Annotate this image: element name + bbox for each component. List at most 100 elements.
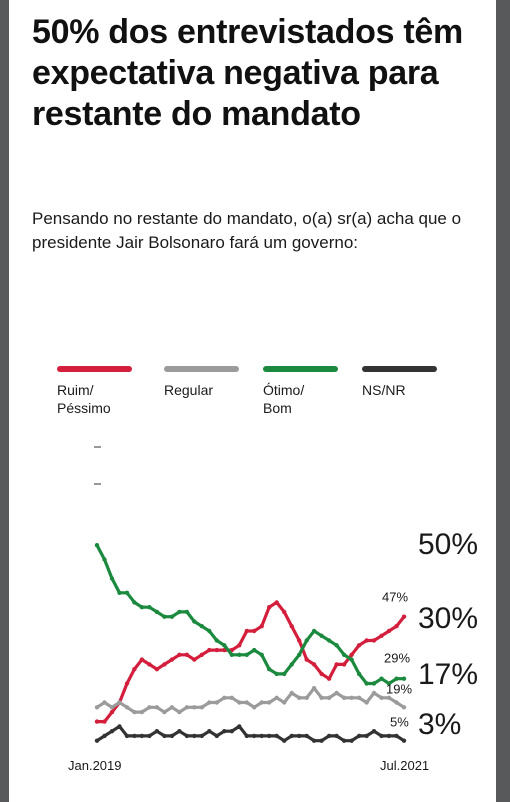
data-point-otimo-bom <box>282 671 287 677</box>
legend-swatch-ruim-pessimo <box>57 366 132 372</box>
data-point-otimo-bom <box>214 638 219 643</box>
data-point-ruim-pessimo <box>199 652 204 657</box>
data-point-ruim-pessimo <box>259 624 264 629</box>
data-point-otimo-bom <box>237 652 242 657</box>
data-point-regular <box>282 700 287 705</box>
data-point-regular <box>109 705 115 710</box>
data-point-regular <box>117 700 122 705</box>
data-point-ns-nr <box>214 733 219 739</box>
data-point-regular <box>274 695 279 700</box>
data-point-ns-nr <box>401 738 407 743</box>
data-point-regular <box>259 700 264 705</box>
legend-swatch-ns-nr <box>362 366 437 372</box>
data-point-ruim-pessimo <box>207 647 212 653</box>
legend-item-ruim-pessimo: Ruim/ Péssimo <box>57 366 132 417</box>
data-point-ns-nr <box>192 733 197 739</box>
data-point-ns-nr <box>237 724 242 729</box>
data-point-regular <box>214 700 219 705</box>
data-point-otimo-bom <box>394 676 399 681</box>
data-point-regular <box>244 700 249 705</box>
data-point-ruim-pessimo <box>162 662 167 667</box>
data-point-ns-nr <box>117 724 122 729</box>
chart-legend: Ruim/ Péssimo Regular Ótimo/ Bom NS/NR <box>57 366 457 426</box>
data-point-regular <box>229 695 234 700</box>
data-point-otimo-bom <box>229 652 234 657</box>
legend-item-otimo-bom: Ótimo/ Bom <box>263 366 338 417</box>
data-point-ns-nr <box>282 738 287 743</box>
series-line-ns-nr <box>95 724 406 743</box>
data-point-ns-nr <box>297 733 302 739</box>
data-point-ruim-pessimo <box>304 657 309 662</box>
data-point-ns-nr <box>132 733 137 739</box>
data-point-otimo-bom <box>401 676 407 681</box>
data-point-otimo-bom <box>109 576 115 581</box>
legend-label-otimo-bom: Ótimo/ Bom <box>263 382 305 416</box>
data-point-otimo-bom <box>184 609 190 615</box>
data-point-otimo-bom <box>252 647 257 653</box>
left-frame-bar <box>0 0 9 802</box>
data-point-otimo-bom <box>379 676 384 681</box>
data-point-otimo-bom <box>169 614 175 619</box>
data-point-otimo-bom <box>297 652 302 657</box>
data-point-otimo-bom <box>94 543 100 548</box>
data-point-regular <box>147 705 152 710</box>
data-point-regular <box>364 700 369 705</box>
data-point-otimo-bom <box>124 590 130 595</box>
data-point-ns-nr <box>289 733 294 739</box>
legend-swatch-otimo-bom <box>263 366 338 372</box>
data-point-regular <box>124 705 130 710</box>
data-point-ruim-pessimo <box>147 662 152 667</box>
data-point-ns-nr <box>207 729 212 734</box>
data-point-ruim-pessimo <box>94 719 100 724</box>
data-point-ruim-pessimo <box>169 657 175 662</box>
data-point-otimo-bom <box>267 667 272 672</box>
data-point-ns-nr <box>244 733 249 739</box>
projection-label-ruim-pessimo: 50% <box>418 528 478 561</box>
data-point-ns-nr <box>259 733 264 739</box>
data-point-ns-nr <box>379 733 384 739</box>
data-point-otimo-bom <box>199 624 204 629</box>
survey-question: Pensando no restante do mandato, o(a) sr… <box>32 209 462 252</box>
data-point-ns-nr <box>356 733 362 739</box>
data-point-regular <box>349 695 354 700</box>
data-point-ruim-pessimo <box>379 633 384 638</box>
data-point-regular <box>319 695 324 700</box>
data-point-regular <box>139 709 145 715</box>
data-point-ruim-pessimo <box>252 628 257 634</box>
data-point-regular <box>162 709 167 715</box>
data-point-ruim-pessimo <box>214 647 219 653</box>
data-point-ns-nr <box>184 733 190 739</box>
data-point-otimo-bom <box>371 681 377 686</box>
data-point-ns-nr <box>102 733 107 739</box>
data-point-ns-nr <box>386 733 392 739</box>
data-point-regular <box>102 700 107 705</box>
data-point-ns-nr <box>154 729 160 734</box>
legend-item-regular: Regular <box>164 366 239 399</box>
x-axis-start-label: Jan.2019 <box>68 758 122 773</box>
data-point-otimo-bom <box>259 652 264 657</box>
data-point-ns-nr <box>109 729 115 734</box>
data-point-ruim-pessimo <box>274 600 279 605</box>
data-point-otimo-bom <box>319 633 324 638</box>
data-point-otimo-bom <box>147 605 152 610</box>
data-point-otimo-bom <box>222 643 227 648</box>
data-point-otimo-bom <box>364 681 369 686</box>
data-point-otimo-bom <box>311 628 317 634</box>
data-point-regular <box>132 709 137 715</box>
data-point-otimo-bom <box>304 638 309 643</box>
legend-label-ns-nr: NS/NR <box>362 382 406 398</box>
data-point-ns-nr <box>199 733 204 739</box>
data-point-otimo-bom <box>177 609 182 615</box>
data-point-otimo-bom <box>274 671 279 677</box>
data-point-ns-nr <box>139 733 145 739</box>
data-point-otimo-bom <box>244 652 249 657</box>
data-point-ns-nr <box>267 733 272 739</box>
data-point-regular <box>169 705 175 710</box>
data-point-regular <box>199 705 204 710</box>
data-point-ruim-pessimo <box>132 667 137 672</box>
data-point-ns-nr <box>319 738 324 743</box>
data-point-ns-nr <box>94 738 100 743</box>
data-point-regular <box>222 695 227 700</box>
data-point-ruim-pessimo <box>394 624 399 629</box>
